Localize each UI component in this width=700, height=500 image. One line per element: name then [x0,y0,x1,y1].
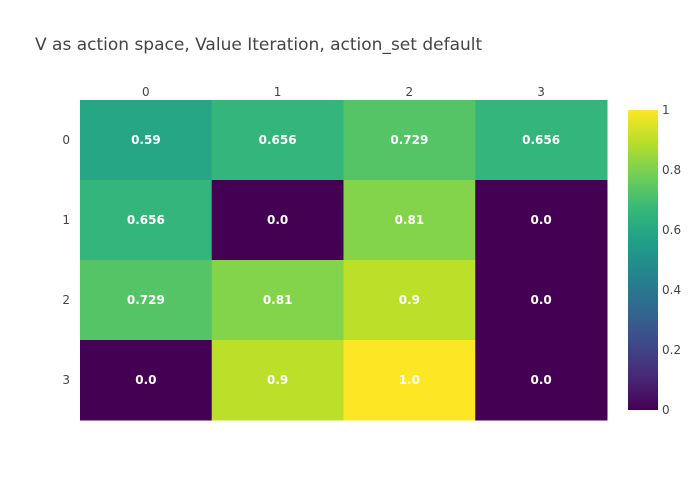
colorbar-tick-label: 0.6 [662,223,681,237]
heatmap-cell-r3-c3 [475,340,608,421]
heatmap-cell-r0-c3 [475,100,608,181]
cell-label-r3-c1: 0.9 [267,373,288,387]
heatmap-cell-r3-c0 [80,340,213,421]
heatmap-cell-r3-c1 [211,340,344,421]
cell-label-r0-c2: 0.729 [390,133,428,147]
heatmap-cell-r2-c1 [211,260,344,341]
heatmap-cell-r2-c3 [475,260,608,341]
y-tick-label: 3 [62,373,70,387]
cell-label-r2-c2: 0.9 [399,293,420,307]
heatmap-cell-r1-c3 [475,180,608,261]
heatmap-cell-labels: 0.59 0.656 0.729 0.656 0.656 0.0 0.81 0.0 0.729 0… [127,133,560,387]
x-tick-label: 3 [537,85,545,99]
heatmap-cell-r2-c2 [343,260,476,341]
heatmap-cell-r0-c2 [343,100,476,181]
heatmap-cell-r3-c2 [343,340,476,421]
heatmap-cell-r0-c0 [80,100,213,181]
colorbar: 0 0.2 0.4 0.6 0.8 1 [628,103,681,417]
heatmap-cell-r1-c0 [80,180,213,261]
y-axis-ticks: 0 1 2 3 [62,133,70,387]
cell-label-r1-c1: 0.0 [267,213,288,227]
cell-label-r0-c0: 0.59 [131,133,161,147]
colorbar-tick-label: 0 [662,403,670,417]
heatmap-cells [80,100,608,421]
colorbar-tick-label: 0.4 [662,283,681,297]
cell-label-r0-c3: 0.656 [522,133,560,147]
cell-label-r2-c0: 0.729 [127,293,165,307]
y-tick-label: 2 [62,293,70,307]
heatmap-cell-r1-c2 [343,180,476,261]
heatmap-cell-r0-c1 [211,100,344,181]
cell-label-r3-c0: 0.0 [135,373,156,387]
cell-label-r0-c1: 0.656 [259,133,297,147]
x-tick-label: 2 [406,85,414,99]
cell-label-r1-c3: 0.0 [530,213,551,227]
heatmap-cell-r2-c0 [80,260,213,341]
colorbar-tick-label: 0.2 [662,343,681,357]
colorbar-tick-label: 1 [662,103,670,117]
cell-label-r1-c0: 0.656 [127,213,165,227]
x-axis-ticks: 0 1 2 3 [142,85,545,99]
x-tick-label: 0 [142,85,150,99]
colorbar-tick-label: 0.8 [662,163,681,177]
cell-label-r3-c2: 1.0 [399,373,420,387]
y-tick-label: 1 [62,213,70,227]
cell-label-r3-c3: 0.0 [530,373,551,387]
chart-title: V as action space, Value Iteration, acti… [35,35,482,55]
y-tick-label: 0 [62,133,70,147]
cell-label-r2-c3: 0.0 [530,293,551,307]
colorbar-gradient [628,110,658,410]
heatmap-cell-r1-c1 [211,180,344,261]
cell-label-r1-c2: 0.81 [395,213,425,227]
cell-label-r2-c1: 0.81 [263,293,293,307]
x-tick-label: 1 [274,85,282,99]
